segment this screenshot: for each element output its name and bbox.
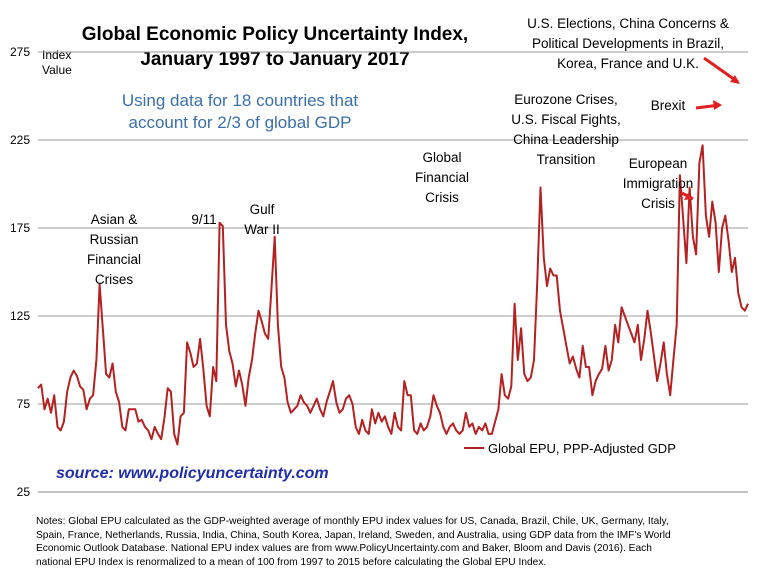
annotation-line: Global — [422, 150, 461, 165]
annotation-line: Financial — [415, 170, 469, 185]
annotation-label: Global Financial Crisis — [415, 150, 469, 205]
gdp-coverage-note: Using data for 18 countries that account… — [80, 90, 400, 134]
annotation-line: Eurozone Crises, — [514, 92, 618, 107]
gdp-coverage-note-line: account for 2/3 of global GDP — [128, 113, 352, 132]
annotation-line: Asian & — [91, 212, 138, 227]
annotation-line: Crisis — [641, 196, 675, 211]
x-tick-label: 2012 — [558, 499, 582, 500]
us-elections-arrow-line — [703, 56, 739, 84]
footnote-line: Spain, France, Netherlands, Russia, Indi… — [36, 529, 671, 541]
x-tick-label: 2013 — [594, 499, 618, 500]
y-tick-label: 125 — [10, 309, 30, 323]
annotation-line: Korea, France and U.K. — [557, 56, 699, 71]
x-tick-label: 2016 — [700, 499, 724, 500]
brexit-arrow-head — [713, 100, 722, 110]
annotation-label: Asian & Russian Financial Crises — [87, 212, 141, 287]
annotation-label: European Immigration Crisis — [623, 156, 694, 211]
x-tick-label: 2002 — [203, 499, 227, 500]
x-tick-label: 1999 — [97, 499, 121, 500]
source-link[interactable]: source: www.policyuncertainty.com — [56, 465, 329, 482]
x-tick-label: 2010 — [487, 499, 511, 500]
x-tick-label: 2006 — [345, 499, 369, 500]
annotation-label: Brexit — [651, 98, 686, 113]
annotation-line: Gulf — [250, 202, 275, 217]
annotation-line: Transition — [537, 152, 596, 167]
x-tick-label: 2011 — [523, 499, 547, 500]
annotation-arrows — [681, 56, 740, 201]
annotation-line: Political Developments in Brazil, — [532, 36, 724, 51]
x-tick-label: 1997 — [26, 499, 50, 500]
annotation-line: Immigration — [623, 176, 694, 191]
annotation-line: Crises — [95, 272, 134, 287]
annotations: Asian & Russian Financial Crises 9/11 Gulf War… — [87, 16, 729, 287]
chart-title-line: Global Economic Policy Uncertainty Index… — [81, 24, 469, 45]
y-axis-title-line: Value — [42, 63, 72, 77]
annotation-line: U.S. Elections, China Concerns & — [527, 16, 729, 31]
x-tick-label: 2009 — [452, 499, 476, 500]
legend: Global EPU, PPP-Adjusted GDP — [464, 441, 676, 456]
annotation-line: China Leadership — [513, 132, 619, 147]
annotation-line: 9/11 — [191, 212, 216, 227]
x-tick-label: 2014 — [629, 499, 653, 500]
annotation-label: Eurozone Crises, U.S. Fiscal Fights, China… — [511, 92, 621, 167]
immigration-arrow-head — [684, 193, 693, 200]
annotation-line: Crisis — [425, 190, 459, 205]
chart-title: Global Economic Policy Uncertainty Index… — [60, 22, 490, 72]
annotation-line: U.S. Fiscal Fights, — [511, 112, 621, 127]
x-tick-label: 2000 — [132, 499, 156, 500]
y-tick-label: 275 — [10, 45, 30, 59]
x-tick-label: 2017 — [736, 499, 760, 500]
y-tick-label: 25 — [17, 485, 31, 499]
y-tick-label: 225 — [10, 133, 30, 147]
annotation-line: War II — [244, 222, 280, 237]
x-tick-label: 2008 — [416, 499, 440, 500]
x-tick-label: 2003 — [239, 499, 263, 500]
footnote-line: Notes: Global EPU calculated as the GDP-… — [36, 516, 669, 527]
x-tick-label: 1998 — [61, 499, 85, 500]
x-axis-ticks: 1997 1998 1999 2000 2001 2002 2003 2004 2005 2006… — [26, 499, 760, 500]
annotation-line: Financial — [87, 252, 141, 267]
y-axis-ticks: 25 75 125 175 225 275 — [10, 45, 30, 499]
annotation-label: U.S. Elections, China Concerns & Politica… — [527, 16, 729, 71]
x-tick-label: 2005 — [310, 499, 334, 500]
annotation-line: Brexit — [651, 98, 686, 113]
us-elections-arrow-head — [730, 75, 740, 84]
epu-line-chart: 25 75 125 175 225 275 1997 1998 1999 2000 2001 200… — [10, 16, 760, 500]
footnote-line: national EPU Index is renormalized to a … — [36, 556, 547, 568]
legend-label: Global EPU, PPP-Adjusted GDP — [488, 441, 676, 456]
annotation-label: 9/11 — [191, 212, 216, 227]
x-tick-label: 2001 — [168, 499, 192, 500]
x-tick-label: 2015 — [665, 499, 689, 500]
annotation-line: Russian — [90, 232, 139, 247]
gdp-coverage-note-line: Using data for 18 countries that — [121, 91, 359, 110]
series-line — [37, 144, 749, 446]
y-tick-label: 75 — [17, 397, 31, 411]
series-layer — [37, 144, 749, 446]
footnotes: Notes: Global EPU calculated as the GDP-… — [36, 515, 766, 569]
grid-lines — [38, 51, 748, 405]
x-tick-label: 2007 — [381, 499, 405, 500]
chart-title-line: January 1997 to January 2017 — [140, 49, 410, 70]
annotation-line: European — [629, 156, 688, 171]
annotation-label: Gulf War II — [244, 202, 280, 237]
x-tick-label: 2004 — [274, 499, 298, 500]
y-tick-label: 175 — [10, 221, 30, 235]
footnote-line: Economic Outlook Database. National EPU … — [36, 543, 652, 555]
